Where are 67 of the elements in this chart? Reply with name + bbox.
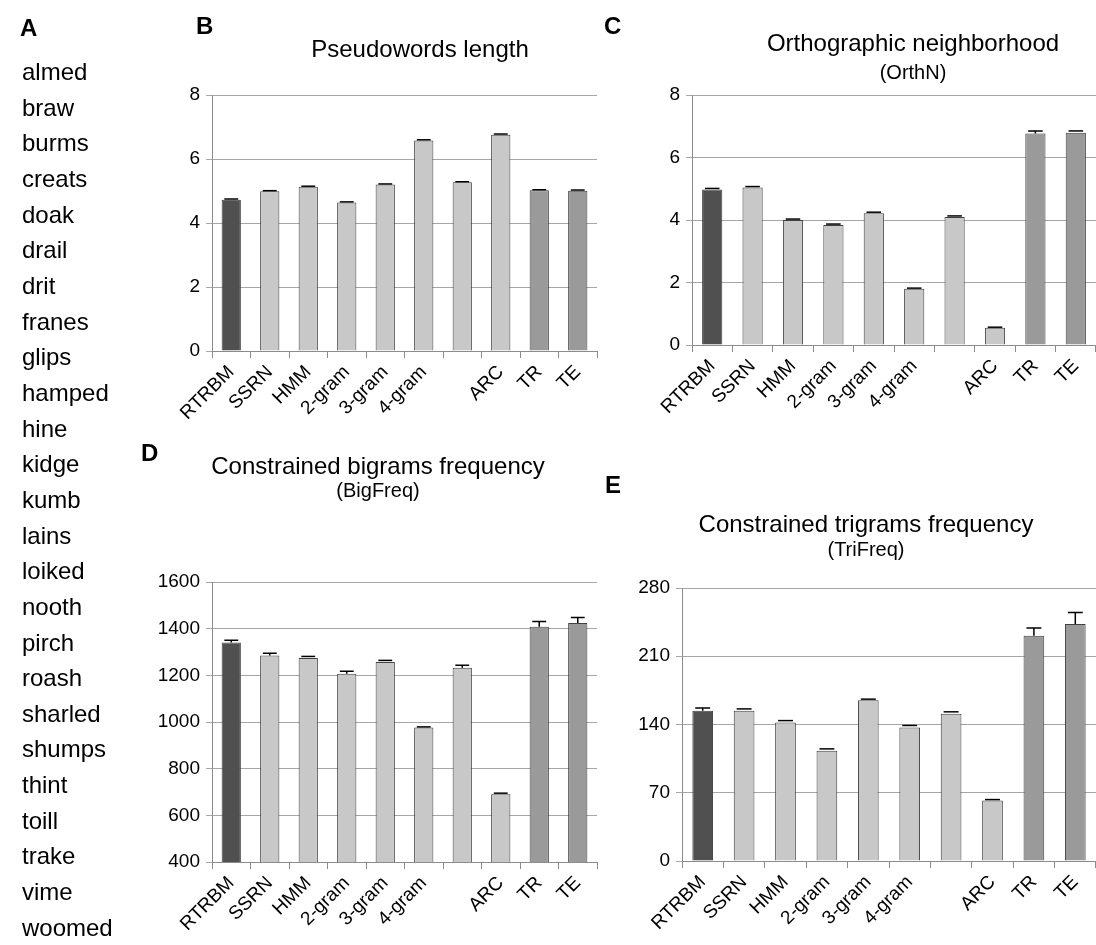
text: roash [22,663,83,694]
y-tick-label: 8 [189,83,200,105]
text: shumps [22,734,107,765]
text: braw [22,92,75,123]
y-tick-label: 0 [669,333,680,355]
y-tick-label: 4 [189,211,201,233]
text: burms [22,128,89,159]
y-tick-label: 6 [669,145,680,167]
y-tick-label: 1600 [157,570,200,592]
text: woomed [22,912,113,943]
y-tick-label: 0 [189,339,200,361]
text: almed [22,57,88,87]
y-tick-label: 1400 [157,616,200,638]
x-tick-label: TE [552,871,585,904]
chart-title: Orthographic neighborhood [766,28,1060,56]
text: glips [22,342,72,373]
y-tick-label: 8 [669,83,680,105]
x-tick-label: TR [1009,354,1042,388]
text: A [20,14,38,42]
y-tick-label: 70 [648,780,670,802]
y-tick-label: 600 [168,803,200,825]
text: B [196,12,214,40]
y-tick-label: 4 [669,208,681,230]
text: doak [22,199,75,230]
text: nooth [22,591,83,622]
x-tick-label: TR [513,871,546,905]
x-tick-label: TR [513,360,546,394]
x-tick-label: TE [1049,870,1082,903]
y-tick-label: 0 [659,849,670,871]
chart-title: Constrained trigrams frequency [698,509,1034,537]
text: hamped [22,377,109,408]
text: thint [22,770,68,801]
chart-title: Constrained bigrams frequency [211,451,545,479]
chart-subtitle: (TriFreq) [827,537,905,560]
text: kidge [22,449,80,480]
y-tick-label: 280 [638,576,670,598]
text: E [605,471,622,499]
text: pirch [22,627,75,658]
y-tick-label: 6 [189,147,200,169]
text: sharled [22,698,101,729]
chart-subtitle: (BigFreq) [336,478,420,501]
text: creats [22,163,88,194]
chart-subtitle: (OrthN) [879,60,947,83]
y-tick-label: 2 [669,270,680,292]
y-tick-label: 800 [168,756,200,778]
text: drail [22,235,68,266]
x-tick-label: TR [1007,870,1041,904]
text: toill [22,805,59,836]
y-tick-label: 1200 [157,663,200,685]
text: lains [22,520,72,551]
y-tick-label: 210 [638,644,670,666]
text: vime [22,877,73,908]
y-tick-label: 2 [189,275,200,297]
text: trake [22,841,76,872]
x-tick-label: TE [552,360,585,393]
text: loiked [22,556,85,587]
chart-title: Pseudowords length [311,34,529,62]
text: franes [22,306,89,337]
text: C [604,12,622,40]
x-tick-label: TE [1050,354,1083,387]
text: drit [22,270,56,301]
y-tick-label: 140 [638,712,670,734]
y-tick-label: 400 [168,850,200,872]
text: hine [22,413,68,444]
y-tick-label: 1000 [157,710,200,732]
text: kumb [22,484,81,515]
text: D [141,439,159,467]
